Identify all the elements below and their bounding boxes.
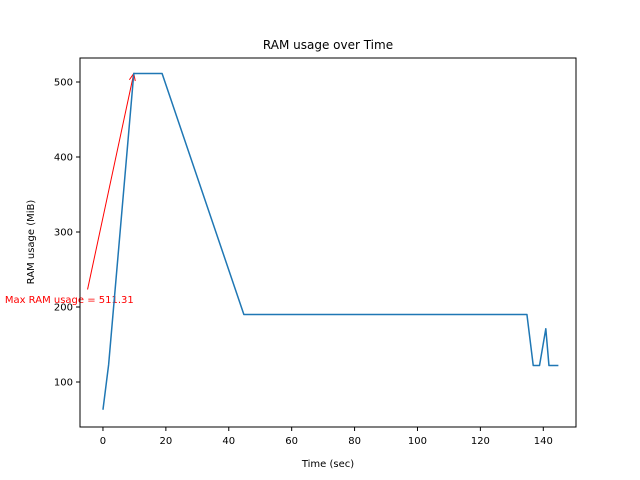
- y-tick-label: 400: [54, 153, 73, 164]
- y-axis-label: RAM usage (MiB): [26, 200, 37, 285]
- series-line-0: [102, 72, 559, 410]
- axes-frame: [79, 57, 577, 428]
- x-tick-label: 60: [285, 436, 298, 447]
- y-tick-label: 500: [54, 78, 73, 89]
- y-tick-label: 200: [54, 303, 73, 314]
- x-tick-label: 80: [348, 436, 361, 447]
- x-tick-label: 0: [100, 436, 106, 447]
- chart-title: RAM usage over Time: [263, 38, 393, 52]
- x-tick-label: 100: [408, 436, 427, 447]
- plot-area: [80, 58, 576, 427]
- x-axis-label: Time (sec): [301, 459, 354, 470]
- x-axis-ticks: 0 20 40 60 80 100 120 140: [100, 427, 553, 447]
- x-tick-label: 140: [534, 436, 553, 447]
- max-ram-annotation: Max RAM usage = 511.31: [5, 295, 134, 306]
- annotation-arrow-line: [87, 73, 135, 290]
- x-tick-label: 120: [471, 436, 490, 447]
- y-tick-label: 100: [54, 378, 73, 389]
- y-tick-label: 300: [54, 228, 73, 239]
- x-tick-label: 40: [222, 436, 235, 447]
- x-tick-label: 20: [159, 436, 172, 447]
- y-axis-ticks: 100 200 300 400 500: [54, 78, 80, 389]
- series-layer: [102, 72, 559, 410]
